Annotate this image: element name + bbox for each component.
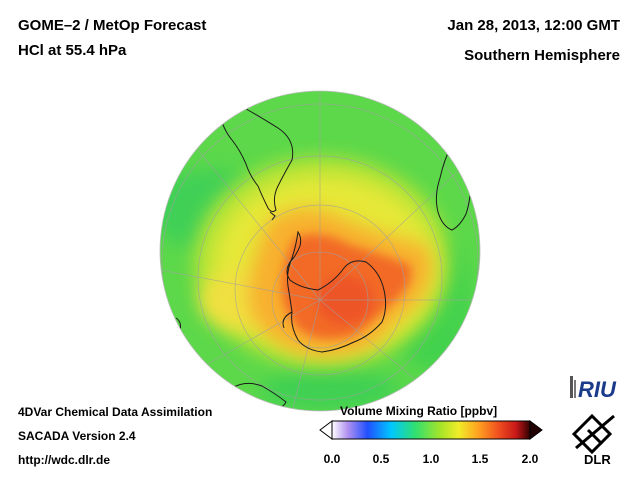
colorbar-title: Volume Mixing Ratio [ppbv] <box>340 404 498 418</box>
colorbar-tick-0: 0.0 <box>323 452 341 466</box>
date-label: Jan 28, 2013, 12:00 GMT <box>447 17 620 34</box>
riu-logo: RIU <box>566 370 628 406</box>
colorbar-ramp <box>331 420 531 440</box>
globe-outline <box>159 90 481 412</box>
colorbar-min-arrow <box>319 420 333 440</box>
region-label: Southern Hemisphere <box>464 47 620 64</box>
title-line2: HCl at 55.4 hPa <box>18 42 127 59</box>
colorbar-tick-2: 1.0 <box>422 452 440 466</box>
footer-line2: SACADA Version 2.4 <box>18 429 136 443</box>
title-line1: GOME–2 / MetOp Forecast <box>18 17 207 34</box>
colorbar-tick-3: 1.5 <box>471 452 489 466</box>
globe-field <box>160 91 480 411</box>
riu-logo-text: RIU <box>578 377 617 402</box>
colorbar <box>319 420 543 440</box>
dlr-logo: DLR <box>562 412 622 467</box>
colorbar-tick-4: 2.0 <box>521 452 539 466</box>
colorbar-tick-1: 0.5 <box>372 452 390 466</box>
footer-url[interactable]: http://wdc.dlr.de <box>18 453 110 467</box>
footer-line1: 4DVar Chemical Data Assimilation <box>18 405 213 419</box>
dlr-logo-text: DLR <box>584 452 611 466</box>
colorbar-max-arrow <box>529 420 543 440</box>
